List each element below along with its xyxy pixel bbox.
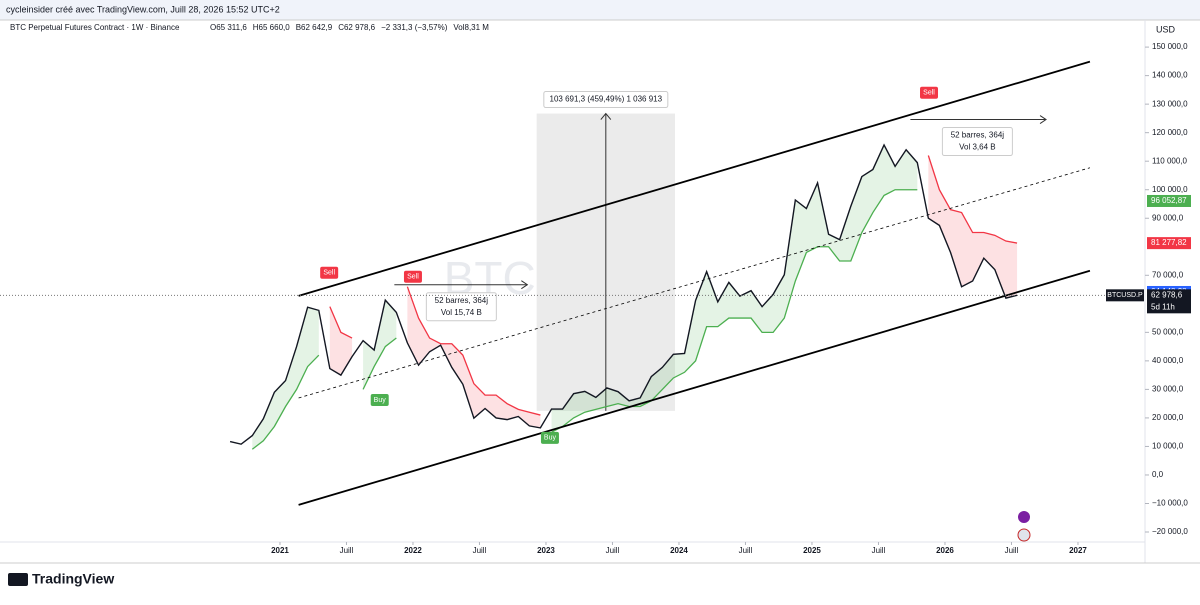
price-tag-label: 96 052,87 <box>1151 196 1187 205</box>
legend-stat: C62 978,6 <box>338 23 375 32</box>
legend-stat: −2 331,3 (−3,57%) <box>381 23 448 32</box>
signal-label: Buy <box>374 397 387 404</box>
legend-stat: O65 311,6 <box>210 23 247 32</box>
signal-tag <box>920 86 939 99</box>
y-tick-label: 10 000,0 <box>1152 442 1184 451</box>
y-tick-label: 0,0 <box>1152 470 1164 479</box>
supertrend-line <box>927 155 1018 244</box>
signal-tag <box>320 266 339 279</box>
range-text: Vol 3,64 B <box>959 143 995 152</box>
channel-line <box>298 60 1091 297</box>
x-tick-label: 2022 <box>404 546 422 555</box>
signal-label: Sell <box>923 90 935 97</box>
y-tick-label: −10 000,0 <box>1152 499 1188 508</box>
y-tick-label: 40 000,0 <box>1152 356 1184 365</box>
x-tick-label: Juill <box>872 546 886 555</box>
price-line <box>229 143 1018 445</box>
icon <box>1018 511 1030 523</box>
trend-fill <box>928 155 1018 299</box>
y-tick-label: 70 000,0 <box>1152 270 1184 279</box>
signal-tag <box>370 393 389 406</box>
x-tick-label: Juill <box>739 546 753 555</box>
price-tag <box>1147 237 1191 250</box>
x-tick-label: 2025 <box>803 546 821 555</box>
y-tick-label: −20 000,0 <box>1152 527 1188 536</box>
price-tag-label: 81 277,82 <box>1151 238 1187 247</box>
price-tag <box>1147 289 1191 314</box>
logo-icon <box>8 573 28 586</box>
price-tag <box>1147 194 1191 207</box>
arrow-head <box>521 280 529 290</box>
footer-logo: TradingView <box>32 571 114 587</box>
signal-tag <box>403 270 422 283</box>
channel-line <box>298 167 1091 399</box>
y-tick-label: 100 000,0 <box>1152 185 1188 194</box>
legend-stat: B62 642,9 <box>296 23 333 32</box>
legend-stat: Vol8,31 M <box>453 23 489 32</box>
measure-label: 103 691,3 (459,49%) 1 036 913 <box>550 95 663 104</box>
supertrend-line <box>551 189 918 433</box>
x-tick-label: 2026 <box>936 546 954 555</box>
currency: USD <box>1156 24 1176 34</box>
symbol-name: BTCUSD.P <box>1107 292 1143 299</box>
x-tick-label: 2023 <box>537 546 555 555</box>
x-tick-label: 2021 <box>271 546 289 555</box>
chart-title: BTC Perpetual Futures Contract · 1W · Bi… <box>10 23 180 32</box>
y-tick-label: 130 000,0 <box>1152 99 1188 108</box>
plot: BTCUSD.P 103 691,3 (459,49%) 1 036 913 52 … <box>0 60 1145 506</box>
x-tick-label: Juill <box>473 546 487 555</box>
icon <box>1017 528 1031 542</box>
x-tick-label: Juill <box>1005 546 1019 555</box>
y-tick-label: 140 000,0 <box>1152 71 1188 80</box>
top-bar <box>0 0 1200 20</box>
x-tick-label: 2027 <box>1069 546 1087 555</box>
supertrend-line <box>329 306 353 339</box>
arrow-head <box>600 112 612 120</box>
signal-tag <box>540 431 559 444</box>
y-tick-label: 120 000,0 <box>1152 128 1188 137</box>
x-tick-label: 2024 <box>670 546 688 555</box>
y-tick-label: 110 000,0 <box>1152 156 1188 165</box>
legend-stat: H65 660,0 <box>253 23 290 32</box>
channel-line <box>298 269 1091 506</box>
symbol-tag <box>1106 289 1144 302</box>
x-tick-label: Juill <box>340 546 354 555</box>
supertrend-line <box>251 354 320 450</box>
header: cycleinsider créé avec TradingView.com, … <box>6 4 280 14</box>
signal-label: Sell <box>323 270 335 277</box>
measure-label-box <box>543 91 669 109</box>
trend-fill <box>551 144 918 433</box>
price-tag-label: 62 978,6 <box>1151 290 1183 299</box>
range-text: 52 barres, 364j <box>435 296 489 305</box>
y-tick-label: 90 000,0 <box>1152 213 1184 222</box>
trend-fill <box>407 286 541 428</box>
y-tick-label: 20 000,0 <box>1152 413 1184 422</box>
y-tick-label: 50 000,0 <box>1152 327 1184 336</box>
supertrend-line <box>406 286 541 416</box>
trend-fill <box>363 300 397 390</box>
y-tick-label: 30 000,0 <box>1152 385 1184 394</box>
arrow-head <box>1039 115 1047 124</box>
signal-label: Sell <box>407 274 419 281</box>
x-tick-label: Juill <box>606 546 620 555</box>
signal-label: Buy <box>544 435 557 442</box>
trend-fill <box>329 306 353 376</box>
range-box <box>425 292 497 322</box>
y-tick-label: 150 000,0 <box>1152 42 1188 51</box>
range-text: Vol 15,74 B <box>441 308 482 317</box>
trend-fill <box>252 307 319 450</box>
countdown: 5d 11h <box>1151 302 1175 311</box>
range-text: 52 barres, 364j <box>951 131 1005 140</box>
range-box <box>941 127 1013 157</box>
